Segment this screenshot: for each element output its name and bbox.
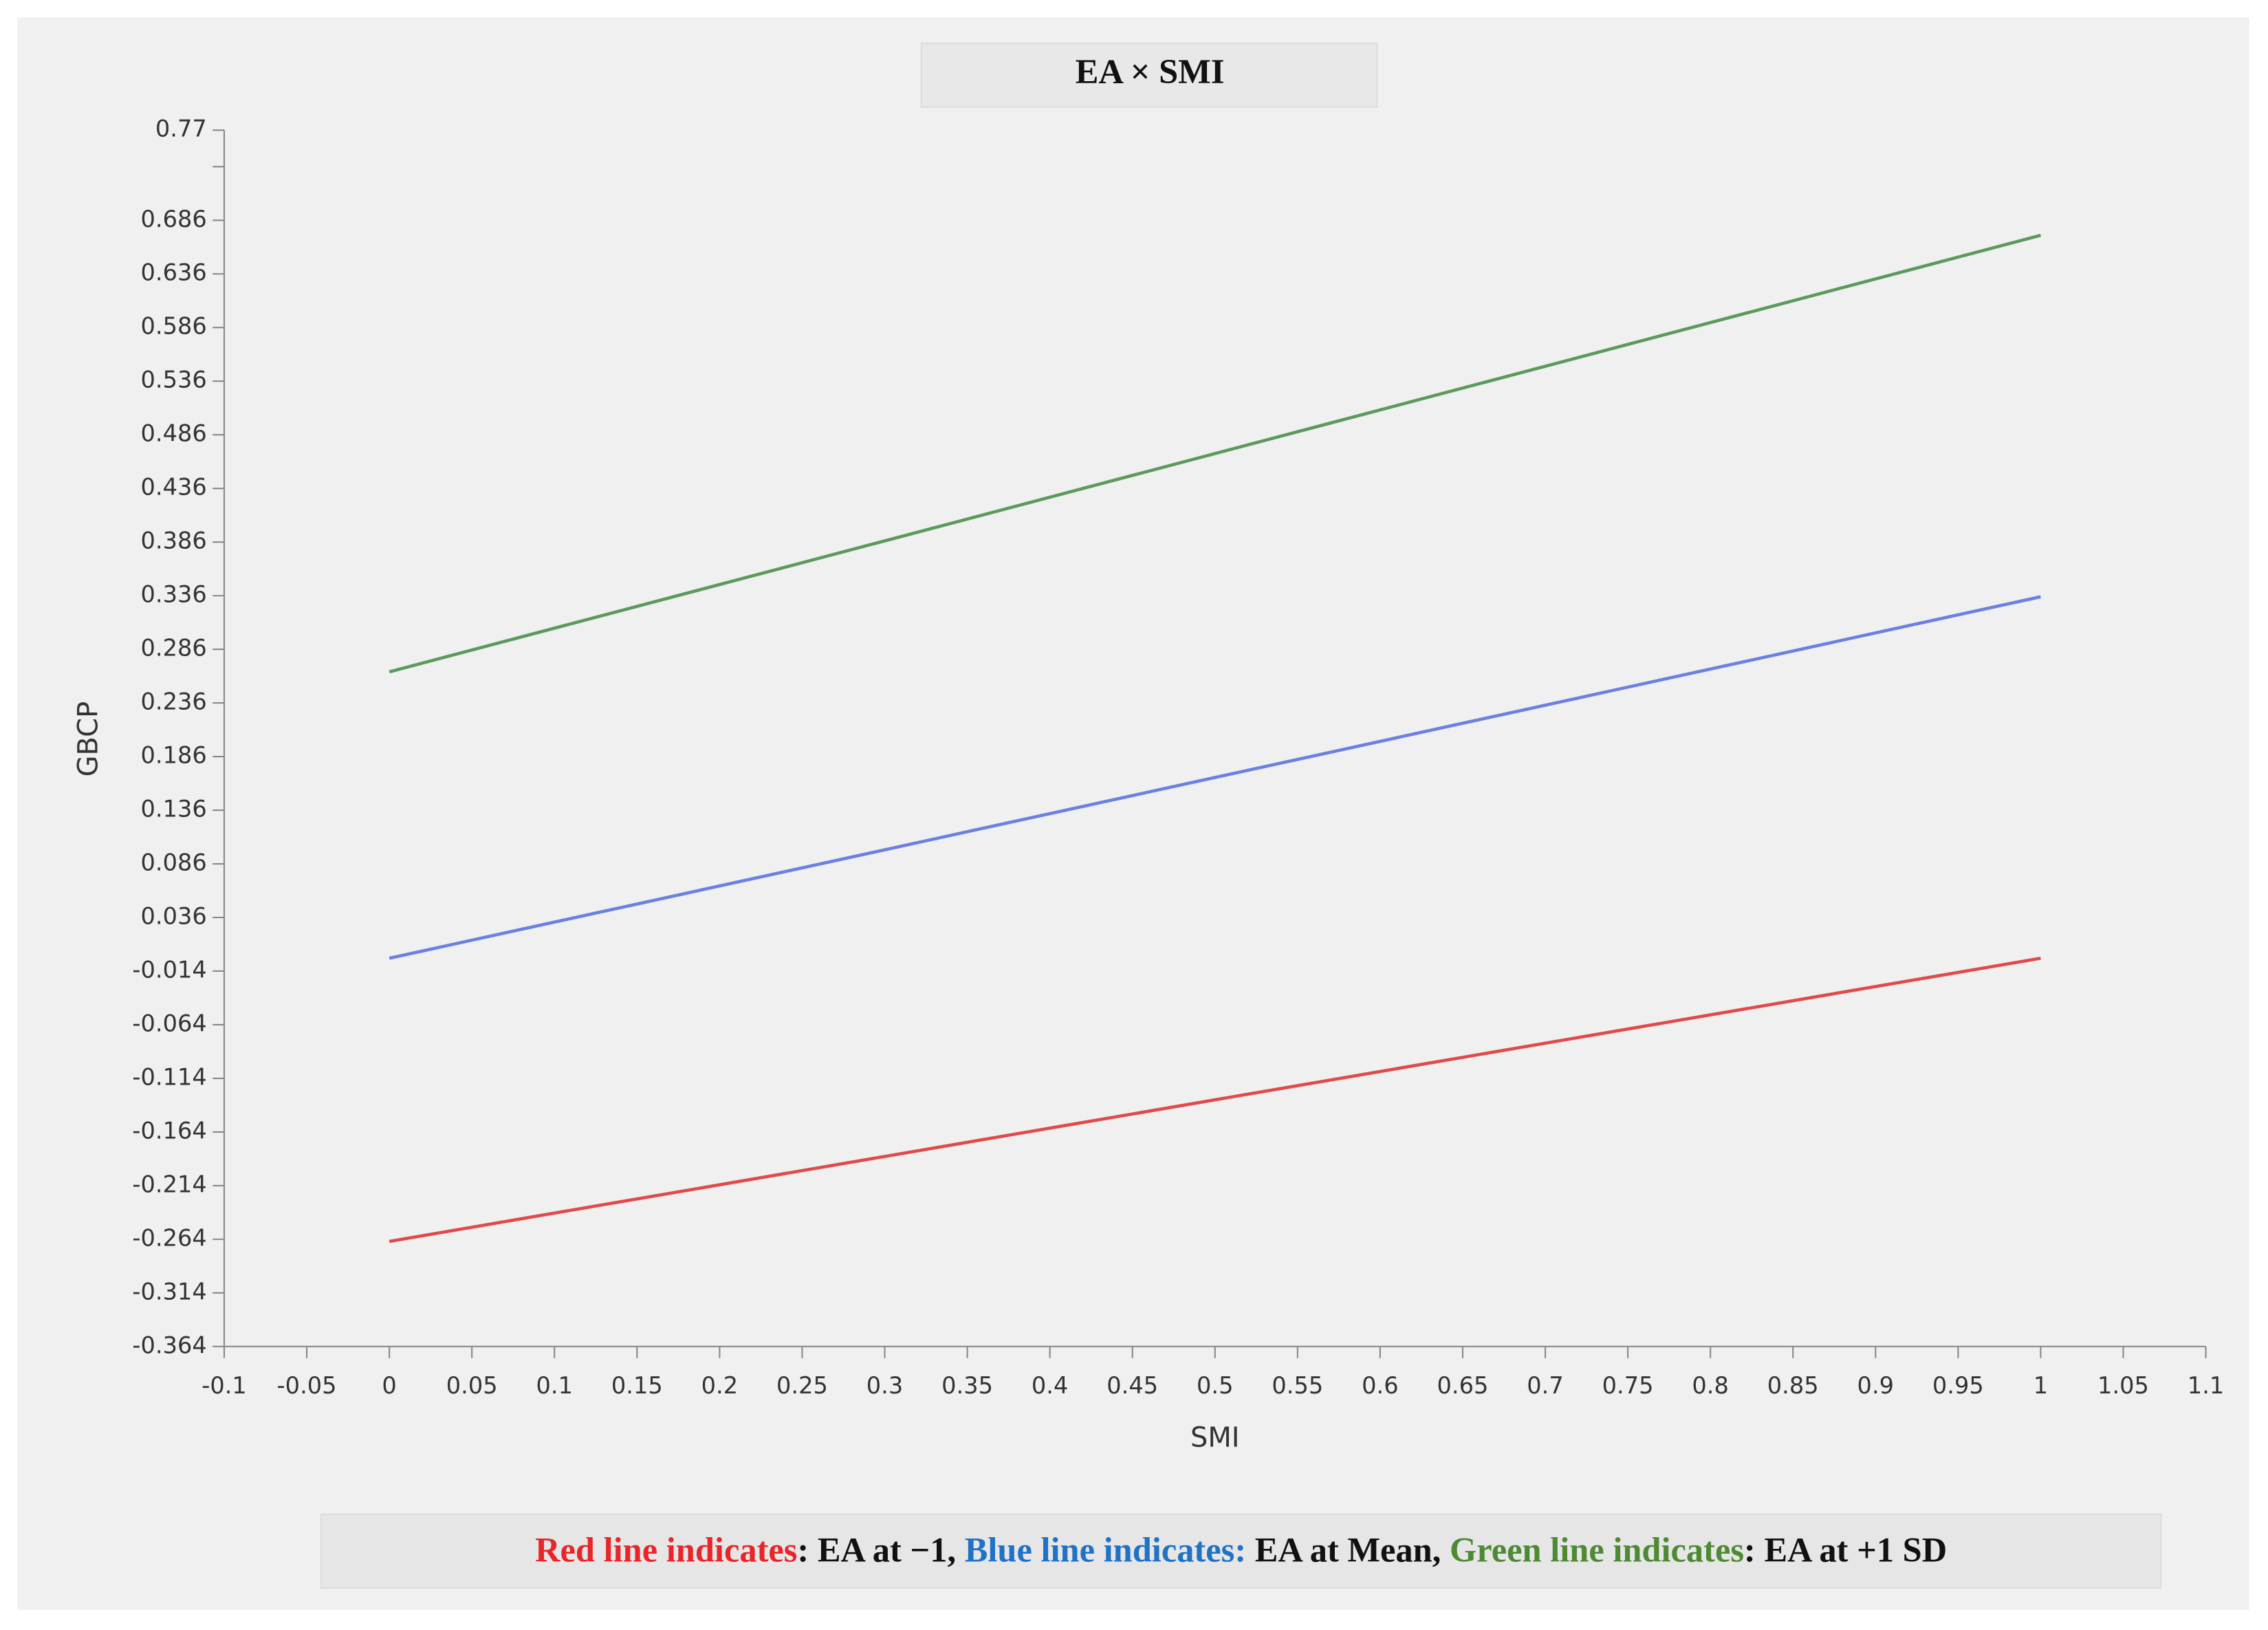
x-tick-label: 0.35 <box>941 1372 993 1399</box>
y-tick-label: 0.086 <box>140 849 206 876</box>
x-tick-label: 0.9 <box>1857 1372 1894 1399</box>
x-tick-label: 0.65 <box>1437 1372 1489 1399</box>
y-tick-label: -0.314 <box>132 1278 206 1305</box>
y-tick-label: 0.486 <box>140 420 206 447</box>
x-tick-label: -0.1 <box>201 1372 247 1399</box>
y-tick-label: -0.014 <box>132 956 206 983</box>
chart-title: EA × SMI <box>1076 52 1225 91</box>
y-tick-label: 0.136 <box>140 796 206 823</box>
x-tick-label: 0 <box>382 1372 396 1399</box>
x-tick-label: 0.45 <box>1106 1372 1158 1399</box>
note-part: Green line indicates <box>1450 1530 1744 1569</box>
note-part: Red line indicates <box>535 1530 797 1569</box>
note: Red line indicates: EA at −1, Blue line … <box>535 1530 1947 1569</box>
x-tick-label: 0.1 <box>536 1372 573 1399</box>
y-tick-label: 0.436 <box>140 474 206 501</box>
x-tick-label: 0.8 <box>1692 1372 1728 1399</box>
series-line <box>389 956 2041 1243</box>
y-tick-label: -0.364 <box>132 1332 206 1358</box>
note-part: Blue line indicates: <box>965 1530 1246 1569</box>
y-tick-label: 0.236 <box>140 688 206 715</box>
note-part: : EA at +1 SD <box>1744 1530 1947 1569</box>
y-tick-label: -0.214 <box>132 1171 206 1197</box>
x-tick-label: -0.05 <box>277 1372 337 1399</box>
y-tick-label: 0.286 <box>140 635 206 662</box>
x-tick-label: 0.6 <box>1362 1372 1398 1399</box>
x-tick-label: 0.55 <box>1272 1372 1323 1399</box>
x-tick-label: 0.05 <box>446 1372 498 1399</box>
y-tick-label: 0.586 <box>140 313 206 340</box>
x-tick-label: 0.85 <box>1767 1372 1819 1399</box>
x-tick-label: 0.2 <box>701 1372 738 1399</box>
panel <box>17 17 2249 1610</box>
y-axis-label: GBCP <box>72 702 104 777</box>
series-line <box>389 233 2042 674</box>
x-tick-label: 0.15 <box>611 1372 663 1399</box>
y-tick-label: 0.036 <box>140 902 206 929</box>
x-axis-label: SMI <box>1190 1422 1240 1453</box>
y-tick-label: -0.114 <box>132 1063 206 1090</box>
note-part: EA at Mean, <box>1246 1530 1450 1569</box>
y-tick-label: 0.336 <box>140 581 206 608</box>
x-tick-label: 0.5 <box>1197 1372 1233 1399</box>
note-part: : EA at −1, <box>797 1530 964 1569</box>
series-line <box>389 595 2041 960</box>
x-tick-label: 0.75 <box>1602 1372 1654 1399</box>
y-tick-label: -0.264 <box>132 1224 206 1251</box>
note-box <box>320 1513 2162 1589</box>
x-tick-label: 1.05 <box>2097 1372 2149 1399</box>
y-tick-label: 0.636 <box>140 259 206 286</box>
y-tick-label: 0.386 <box>140 528 206 554</box>
x-tick-label: 1 <box>2033 1372 2048 1399</box>
y-tick-label: -0.064 <box>132 1010 206 1036</box>
x-tick-label: 0.4 <box>1032 1372 1068 1399</box>
x-tick-label: 0.3 <box>866 1372 903 1399</box>
y-tick-label: 0.686 <box>140 206 206 232</box>
y-tick-label: 0.186 <box>140 742 206 769</box>
x-tick-label: 0.95 <box>1932 1372 1984 1399</box>
x-tick-label: 0.7 <box>1527 1372 1563 1399</box>
x-tick-label: 1.1 <box>2188 1372 2224 1399</box>
y-tick-label: 0.77 <box>155 116 207 142</box>
y-tick-label: -0.164 <box>132 1117 206 1144</box>
y-tick-label: 0.536 <box>140 367 206 393</box>
title-box <box>920 43 1378 108</box>
x-tick-label: 0.25 <box>776 1372 828 1399</box>
